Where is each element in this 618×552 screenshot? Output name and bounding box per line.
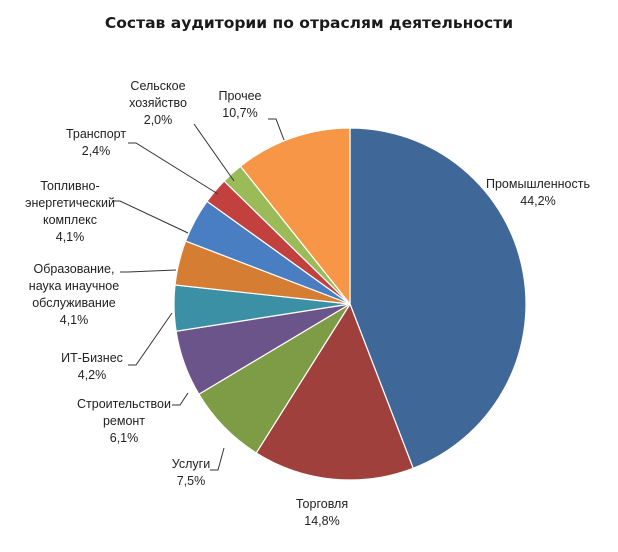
slice-percent: 4,1% [60, 313, 89, 327]
slice-label: Сельское хозяйство 2,0% [129, 79, 187, 127]
slice-label: Промышленность 44,2% [486, 177, 590, 208]
slice-percent: 2,0% [144, 113, 173, 127]
slice-label: Прочее 10,7% [218, 89, 261, 120]
slice-name: Промышленность [486, 177, 590, 191]
slice-percent: 7,5% [177, 474, 206, 488]
slice-name: обслуживание [32, 296, 116, 310]
slice-percent: 4,1% [56, 230, 85, 244]
slice-percent: 44,2% [520, 194, 555, 208]
slice-percent: 10,7% [222, 106, 257, 120]
slice-labels: Промышленность 44,2% Торговля 14,8% Услуги 7,… [25, 79, 590, 528]
slice-name: наука инаучное [29, 279, 119, 293]
slice-name: ИТ-Бизнес [61, 351, 123, 365]
slice-label: Образование, наука инаучное обслуживание 4,… [29, 262, 119, 327]
slice-name: Топливно- [40, 179, 99, 193]
pie-slices [173, 127, 527, 481]
slice-name: Сельское [130, 79, 185, 93]
slice-label: Услуги 7,5% [172, 457, 210, 488]
leader-line [268, 118, 285, 141]
slice-name: комплекс [43, 213, 97, 227]
slice-label: Транспорт 2,4% [66, 127, 126, 158]
leader-line [128, 312, 173, 366]
pie-slice [349, 127, 527, 470]
slice-name: Прочее [218, 89, 261, 103]
leader-line [128, 142, 219, 195]
slice-name: ремонт [103, 414, 145, 428]
slice-name: Транспорт [66, 127, 126, 141]
slice-label: Строительствои ремонт 6,1% [77, 397, 171, 445]
slice-percent: 6,1% [110, 431, 139, 445]
slice-name: Торговля [296, 497, 348, 511]
slice-name: Образование, [34, 262, 115, 276]
slice-percent: 14,8% [304, 514, 339, 528]
leader-line [120, 269, 177, 273]
leader-line [172, 392, 189, 406]
slice-name: Строительствои [77, 397, 171, 411]
pie-slice [255, 302, 414, 481]
leader-lines [112, 118, 285, 471]
slice-name: хозяйство [129, 96, 187, 110]
slice-name: Услуги [172, 457, 210, 471]
leader-line [112, 200, 189, 234]
slice-label: Торговля 14,8% [296, 497, 348, 528]
slice-percent: 2,4% [82, 144, 111, 158]
leader-line [193, 123, 235, 182]
slice-name: энергетический [25, 196, 115, 210]
slice-percent: 4,2% [78, 368, 107, 382]
leader-line [210, 447, 225, 471]
slice-label: ИТ-Бизнес 4,2% [61, 351, 123, 382]
slice-label: Топливно-энергетический комплекс 4,1% [25, 179, 115, 244]
pie-slice [239, 127, 351, 306]
chart-title: Состав аудитории по отраслям деятельност… [104, 14, 514, 32]
